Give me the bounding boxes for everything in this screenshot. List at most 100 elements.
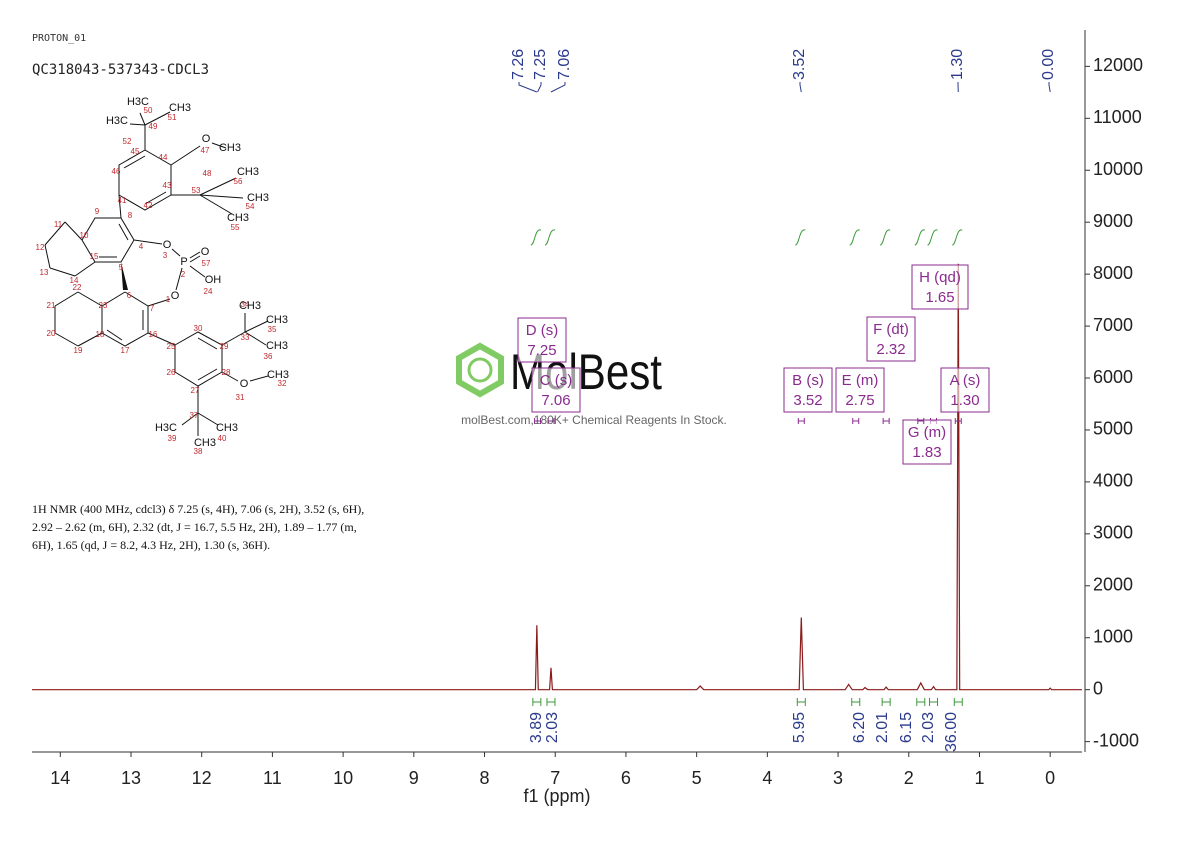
atom-number: 13 — [40, 268, 49, 277]
atom-number: 29 — [220, 342, 229, 351]
atom-number: 2 — [181, 270, 186, 279]
atom-number: 11 — [54, 220, 63, 229]
bond — [197, 337, 218, 350]
atom-number: 41 — [118, 196, 127, 205]
bond — [106, 329, 123, 341]
integral-curve — [879, 229, 891, 246]
peak-connector — [550, 82, 566, 93]
atom-group: CH3 — [194, 437, 216, 449]
y-tick-label: 5000 — [1093, 419, 1133, 439]
integral-label: 6.20 — [851, 712, 868, 743]
atom-number: 43 — [163, 181, 172, 190]
atom-number: 6 — [127, 291, 132, 300]
multiplet-bracket — [547, 418, 555, 424]
x-axis-label: f1 (ppm) — [523, 786, 590, 806]
y-tick-label: 3000 — [1093, 523, 1133, 543]
peak-label: 7.06 — [556, 49, 573, 80]
atom-number: 48 — [203, 169, 212, 178]
integral-bracket — [929, 698, 939, 706]
atom-group: CH3 — [266, 314, 288, 326]
bond — [118, 223, 129, 241]
integral-label: 2.03 — [544, 712, 561, 743]
y-tick-label: 10000 — [1093, 159, 1143, 179]
multiplet-name: C (s) — [540, 372, 573, 389]
integral-curve — [530, 229, 542, 246]
atom-number: 36 — [264, 352, 273, 361]
multiplet-box — [911, 264, 969, 310]
y-tick-label: 4000 — [1093, 471, 1133, 491]
atom-number: 40 — [218, 434, 227, 443]
atom-number: 28 — [222, 368, 231, 377]
multiplet-bracket — [534, 418, 542, 424]
watermark-tagline: molBest.com,180K+ Chemical Reagents In S… — [461, 413, 727, 427]
bond — [189, 265, 206, 278]
y-tick-label: -1000 — [1093, 730, 1139, 750]
multiplet-box — [835, 367, 885, 413]
atom-number: 1 — [166, 295, 171, 304]
atom-number: 46 — [112, 167, 121, 176]
atom-number: 37 — [190, 411, 199, 420]
atom-number: 25 — [167, 342, 176, 351]
x-tick-label: 0 — [1045, 768, 1055, 788]
integral-curve — [795, 229, 806, 246]
bond — [244, 320, 269, 333]
x-tick-label: 11 — [263, 768, 282, 788]
bond — [175, 267, 183, 291]
atom-group: CH3 — [267, 369, 289, 381]
peak-label: 3.52 — [791, 49, 808, 80]
multiplet-shift: 1.65 — [925, 289, 954, 306]
atom-group: CH3 — [169, 102, 191, 114]
atom-number: 53 — [192, 186, 201, 195]
y-tick-label: 0 — [1093, 678, 1103, 698]
bond — [147, 298, 171, 307]
nmr-description-line: 2.92 – 2.62 (m, 6H), 2.32 (dt, J = 16.7,… — [32, 520, 357, 534]
bond — [170, 145, 201, 166]
multiplet-box — [866, 316, 916, 362]
x-tick-label: 10 — [333, 768, 353, 788]
bond — [221, 331, 246, 346]
atom-number: 56 — [234, 177, 243, 186]
atom-group: P — [180, 256, 187, 268]
atom-number: 12 — [36, 243, 45, 252]
atom-group: H3C — [127, 96, 149, 108]
integral-bracket — [953, 698, 963, 706]
x-tick-label: 2 — [904, 768, 914, 788]
atom-number: 26 — [167, 368, 176, 377]
multiplet-name: A (s) — [950, 372, 981, 389]
integral-bracket — [532, 698, 542, 706]
nmr-description-line: 6H), 1.65 (qd, J = 8.2, 4.3 Hz, 2H), 1.3… — [32, 538, 270, 552]
bond — [54, 291, 79, 307]
integral-label: 36.00 — [943, 712, 960, 752]
integral-bracket — [546, 698, 556, 706]
multiplet-name: D (s) — [526, 322, 559, 339]
atom-group: CH3 — [219, 142, 241, 154]
x-tick-label: 9 — [409, 768, 419, 788]
bond — [189, 255, 201, 263]
bond — [44, 244, 51, 269]
peak-label: 0.00 — [1040, 49, 1057, 80]
bond — [101, 291, 149, 347]
atom-group: O — [202, 133, 211, 145]
integral-label: 6.15 — [898, 712, 915, 743]
x-tick-label: 7 — [550, 768, 560, 788]
atom-number: 7 — [150, 304, 155, 313]
multiplet-shift: 1.83 — [912, 444, 941, 461]
peak-label: 7.26 — [510, 49, 527, 80]
atom-group: CH3 — [266, 340, 288, 352]
multiplet-name: F (dt) — [873, 321, 909, 338]
integral-label: 5.95 — [791, 712, 808, 743]
atom-number: 44 — [159, 153, 168, 162]
atom-number: 51 — [168, 113, 177, 122]
peak-connector — [799, 82, 802, 93]
integral-curve — [914, 229, 925, 246]
atom-group: CH3 — [216, 422, 238, 434]
atom-number: 52 — [123, 137, 132, 146]
integral-bracket — [916, 698, 926, 706]
peak-label: 7.25 — [532, 49, 549, 80]
bond — [181, 412, 199, 426]
bond — [77, 332, 103, 347]
x-tick-label: 8 — [480, 768, 490, 788]
atom-number: 9 — [95, 207, 100, 216]
atom-number: 45 — [131, 147, 140, 156]
bond — [197, 412, 219, 426]
